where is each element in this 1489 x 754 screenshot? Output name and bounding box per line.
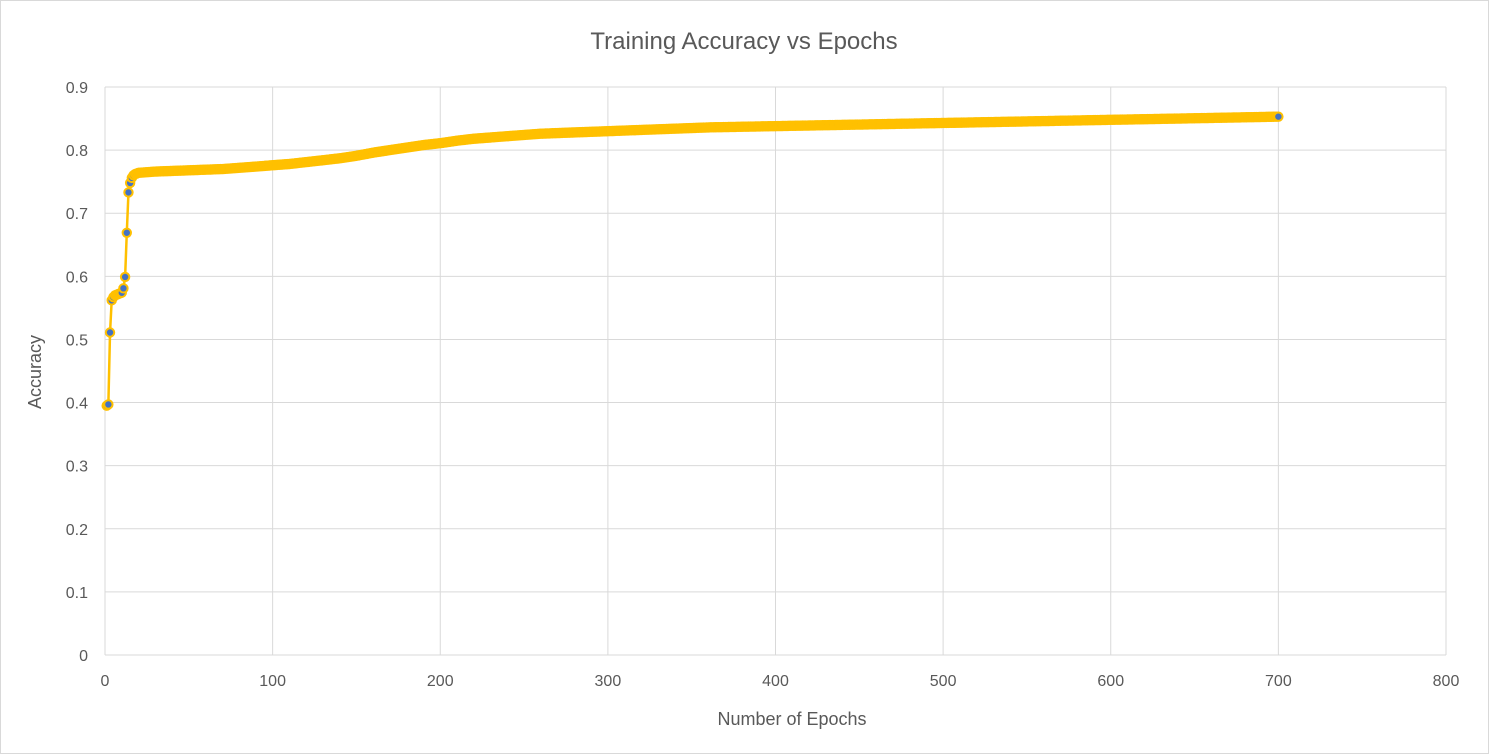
y-axis-label: Accuracy: [25, 335, 45, 409]
y-tick-label: 0.8: [66, 143, 88, 160]
series-accuracy: [101, 111, 1284, 411]
x-tick-label: 600: [1097, 673, 1124, 690]
y-tick-label: 0.4: [66, 396, 88, 413]
x-axis-label: Number of Epochs: [717, 709, 866, 729]
data-point: [119, 271, 131, 283]
data-point: [104, 327, 116, 338]
y-tick-label: 0.5: [66, 332, 88, 349]
x-tick-label: 400: [762, 673, 789, 690]
y-axis-ticks: 0 0.1 0.2 0.3 0.4 0.5 0.6 0.7 0.8 0.9: [66, 80, 88, 665]
y-tick-label: 0.6: [66, 269, 88, 286]
x-tick-label: 700: [1265, 673, 1292, 690]
data-point: [1273, 111, 1284, 122]
y-tick-label: 0.7: [66, 206, 88, 223]
y-tick-label: 0.1: [66, 585, 88, 602]
data-point: [103, 399, 114, 410]
y-tick-label: 0.2: [66, 522, 88, 539]
data-point: [121, 227, 132, 238]
gridlines: [104, 86, 1447, 656]
y-tick-label: 0.9: [66, 80, 88, 97]
y-tick-label: 0.3: [66, 459, 88, 476]
y-tick-label: 0: [79, 648, 88, 665]
x-tick-label: 0: [101, 673, 110, 690]
x-tick-label: 100: [259, 673, 286, 690]
data-point: [118, 283, 129, 294]
data-point: [123, 187, 134, 198]
chart-title: Training Accuracy vs Epochs: [590, 28, 897, 55]
x-tick-label: 500: [930, 673, 957, 690]
x-axis-ticks: 0 100 200 300 400 500 600 700 800: [101, 673, 1460, 690]
x-tick-label: 800: [1433, 673, 1460, 690]
x-tick-label: 300: [595, 673, 622, 690]
x-tick-label: 200: [427, 673, 454, 690]
